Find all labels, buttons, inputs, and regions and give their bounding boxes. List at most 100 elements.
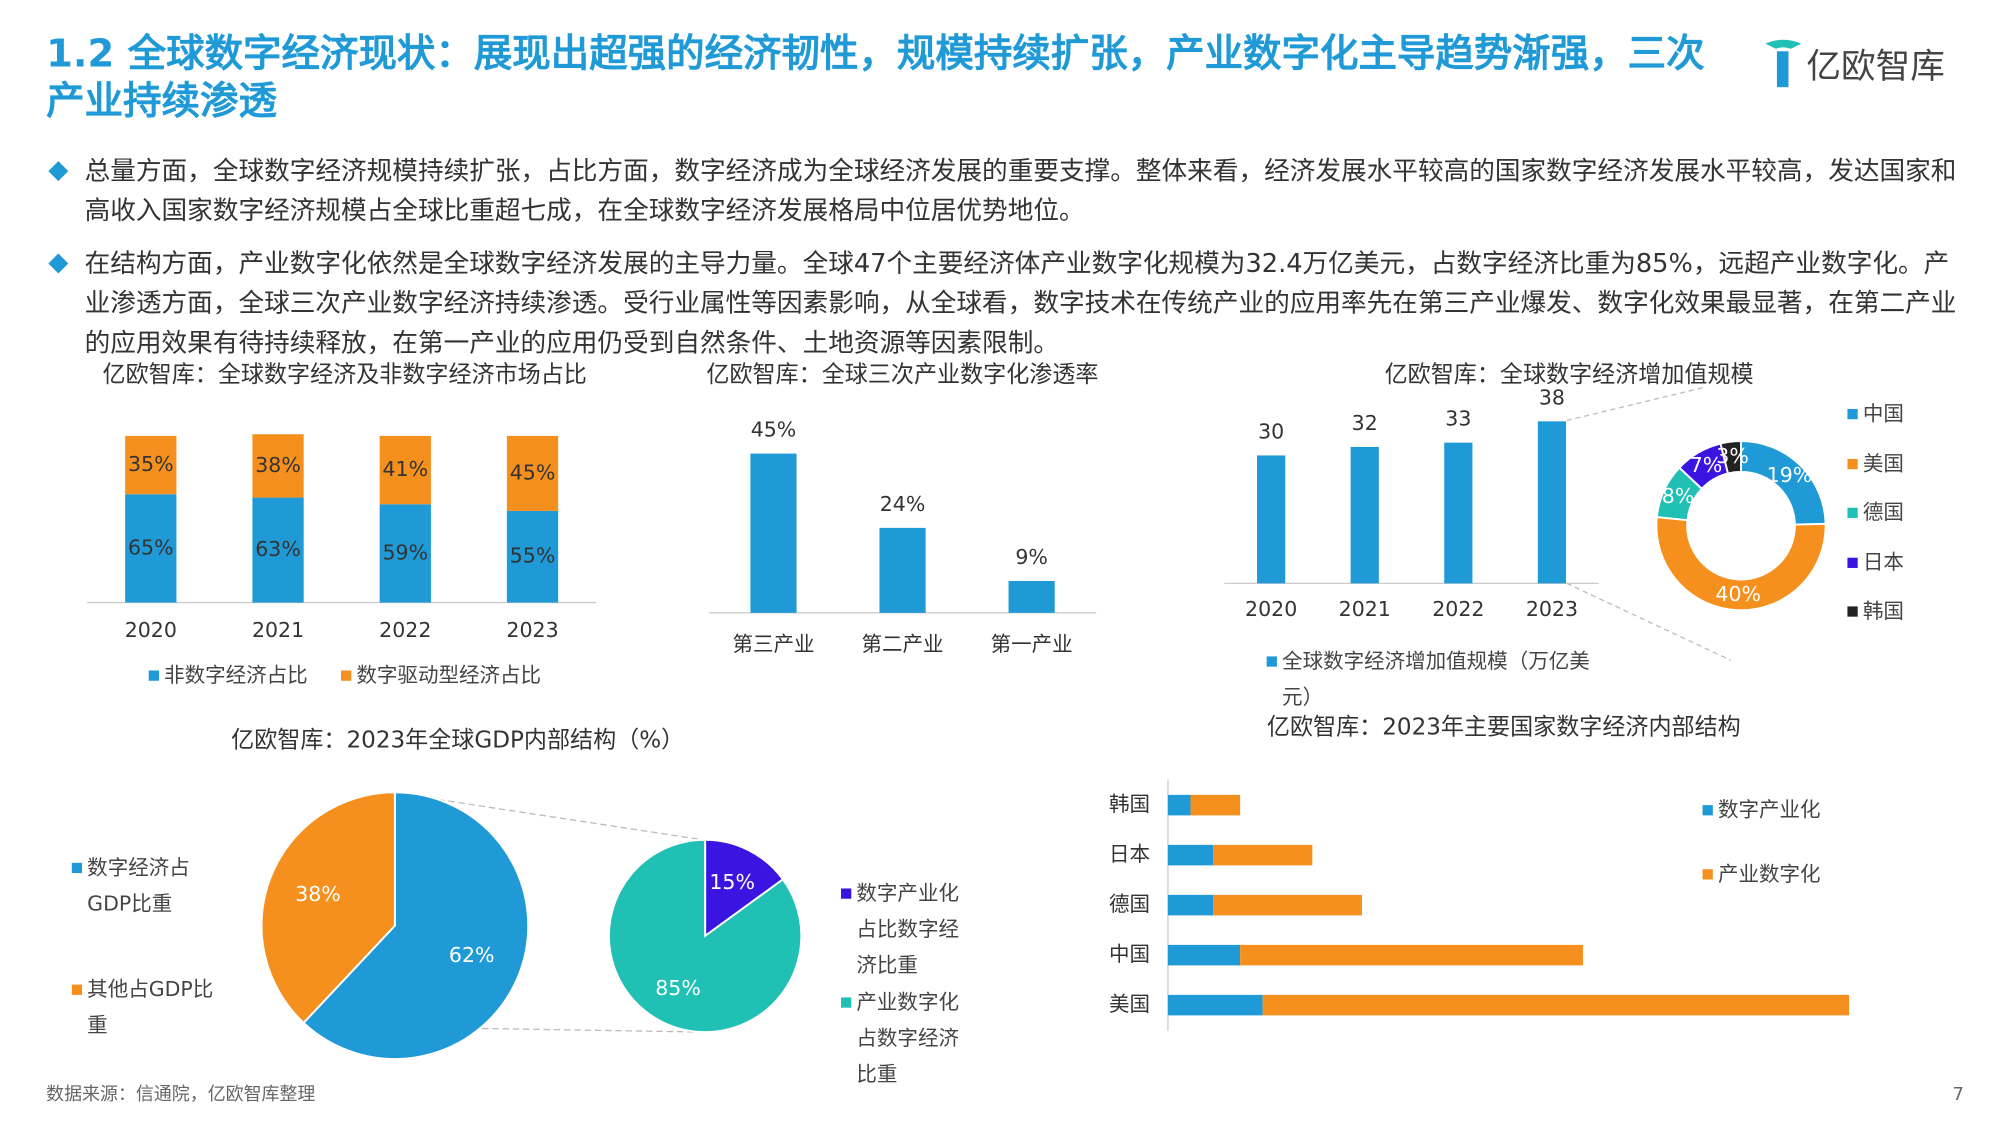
- legend-item: 数字经济占GDP比重: [71, 850, 216, 922]
- legend-label: 非数字经济占比: [164, 662, 308, 688]
- legend-swatch: [1847, 408, 1858, 420]
- legend-item: 美国: [1847, 446, 1904, 482]
- legend-item: 非数字经济占比: [148, 658, 308, 694]
- y-tick-label: 日本: [1109, 842, 1150, 866]
- bar: [1444, 442, 1473, 584]
- bullet: 总量方面，全球数字经济规模持续扩张，占比方面，数字经济成为全球经济发展的重要支撑…: [46, 151, 1969, 230]
- legend-swatch: [1847, 557, 1858, 568]
- x-tick-label: 第一产业: [991, 632, 1073, 656]
- legend-item: 其他占GDP比重: [71, 972, 228, 1044]
- source-note: 数据来源：信通院，亿欧智库整理: [46, 1084, 316, 1106]
- legend-item: 产业数字化: [1702, 856, 1821, 892]
- bar: [379, 504, 431, 603]
- bar-segment: [1167, 994, 1263, 1016]
- legend-item: 韩国: [1847, 594, 1904, 630]
- x-tick-label: 2020: [125, 618, 177, 642]
- connector: [407, 794, 703, 841]
- bar: [750, 453, 797, 613]
- legend-label: 数字产业化占比数字经济比重: [856, 880, 959, 977]
- data-label: 65%: [128, 535, 174, 559]
- chart-title: 亿欧智库：全球数字经济及非数字经济市场占比: [103, 362, 587, 388]
- legend-swatch: [841, 997, 852, 1008]
- bar-segment: [1167, 844, 1214, 866]
- legend-label: 德国: [1862, 499, 1904, 525]
- legend-label: 产业数字化: [1717, 861, 1821, 886]
- data-label: 62%: [449, 943, 495, 967]
- bar: [379, 435, 431, 505]
- legend-swatch: [1847, 606, 1858, 617]
- pie-slice: [704, 838, 785, 938]
- bar-segment: [1190, 794, 1241, 816]
- bar: [125, 435, 177, 495]
- data-label: 38%: [255, 453, 301, 477]
- data-label: 7%: [1690, 453, 1723, 477]
- bar: [506, 510, 559, 603]
- x-tick-label: 2023: [1526, 597, 1578, 621]
- bar-segment: [1167, 944, 1241, 966]
- data-label: 32: [1352, 411, 1378, 435]
- data-label: 24%: [880, 492, 926, 516]
- legend-swatch: [841, 888, 852, 899]
- bar-segment: [1240, 944, 1583, 966]
- chart-title: 亿欧智库：2023年主要国家数字经济内部结构: [1267, 715, 1741, 741]
- bar-segment: [1213, 844, 1313, 866]
- bar: [1008, 580, 1055, 613]
- legend-swatch: [1847, 458, 1858, 469]
- x-tick-label: 2021: [252, 618, 304, 642]
- chart-title: 亿欧智库：2023年全球GDP内部结构（%）: [231, 728, 684, 754]
- bar: [1537, 421, 1567, 584]
- legend-swatch: [71, 862, 83, 874]
- chart-title: 亿欧智库：全球数字经济增加值规模: [1385, 362, 1754, 388]
- bar: [252, 497, 304, 603]
- data-label: 45%: [751, 418, 797, 442]
- bar: [1350, 446, 1379, 584]
- legend-swatch: [1702, 805, 1713, 816]
- x-tick-label: 第二产业: [862, 632, 944, 656]
- data-label: 30: [1258, 419, 1284, 443]
- legend-label: 其他占GDP比重: [87, 976, 214, 1038]
- data-label: 45%: [510, 460, 556, 484]
- legend-label: 中国: [1862, 401, 1904, 426]
- bar-segment: [1167, 794, 1191, 816]
- legend-swatch: [1702, 869, 1713, 880]
- legend-item: 数字驱动型经济占比: [341, 658, 541, 694]
- data-label: 9%: [1015, 545, 1048, 569]
- bar: [1257, 455, 1286, 584]
- x-tick-label: 第三产业: [733, 632, 815, 656]
- x-tick-label: 2022: [379, 618, 431, 642]
- pie-slice: [608, 838, 803, 1034]
- y-tick-label: 韩国: [1109, 792, 1150, 816]
- legend-swatch: [1266, 656, 1277, 667]
- legend-item: 产业数字化占数字经济比重: [841, 985, 969, 1093]
- x-tick-label: 2023: [506, 618, 558, 642]
- pie-slice: [1655, 515, 1827, 612]
- legend-label: 韩国: [1862, 598, 1904, 624]
- data-label: 33: [1445, 407, 1471, 431]
- legend-label: 产业数字化占数字经济比重: [856, 989, 959, 1086]
- pie-slice: [1719, 440, 1742, 475]
- bar: [252, 434, 304, 498]
- bar-segment: [1167, 894, 1214, 916]
- data-label: 55%: [510, 544, 556, 568]
- bar: [506, 435, 559, 511]
- connector: [1566, 386, 1706, 422]
- bar: [879, 527, 926, 613]
- data-label: 40%: [1715, 582, 1761, 606]
- data-label: 3%: [1716, 444, 1749, 468]
- bar: [125, 494, 177, 603]
- data-label: 85%: [655, 976, 701, 1000]
- legend-item: 日本: [1847, 544, 1904, 580]
- bullet: 在结构方面，产业数字化依然是全球数字经济发展的主导力量。全球47个主要经济体产业…: [46, 244, 1969, 363]
- data-label: 38: [1539, 385, 1565, 409]
- chart-title: 亿欧智库：全球三次产业数字化渗透率: [706, 362, 1098, 388]
- legend-item: 德国: [1847, 495, 1904, 531]
- x-tick-label: 2021: [1339, 597, 1391, 621]
- logo-icon: [1765, 39, 1802, 88]
- logo-text: 亿欧智库: [1806, 47, 1945, 88]
- data-label: 41%: [382, 457, 428, 481]
- x-tick-label: 2020: [1245, 597, 1297, 621]
- y-tick-label: 德国: [1109, 892, 1150, 916]
- page-number: 7: [1952, 1084, 1965, 1106]
